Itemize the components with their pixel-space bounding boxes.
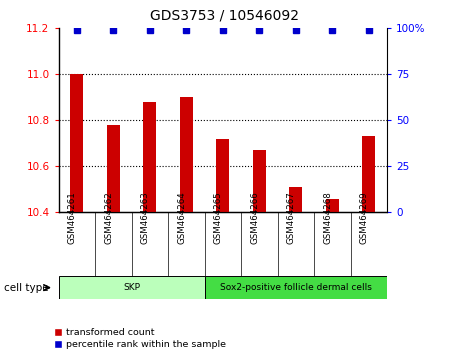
Text: GSM464262: GSM464262 <box>104 191 113 244</box>
Text: GSM464267: GSM464267 <box>287 191 296 244</box>
Text: GDS3753 / 10546092: GDS3753 / 10546092 <box>150 9 300 23</box>
Legend: transformed count, percentile rank within the sample: transformed count, percentile rank withi… <box>54 329 226 349</box>
Bar <box>107 125 120 212</box>
Bar <box>326 199 339 212</box>
Text: GSM464265: GSM464265 <box>214 191 223 244</box>
Text: SKP: SKP <box>123 283 140 292</box>
Bar <box>289 187 302 212</box>
Text: cell type: cell type <box>4 282 49 293</box>
Bar <box>144 102 156 212</box>
Text: GSM464268: GSM464268 <box>323 191 332 244</box>
Bar <box>58 276 204 299</box>
Bar <box>70 74 83 212</box>
Text: GSM464261: GSM464261 <box>68 191 77 244</box>
Bar <box>204 276 387 299</box>
Bar <box>180 97 193 212</box>
Text: GSM464269: GSM464269 <box>360 191 369 244</box>
Bar <box>253 150 266 212</box>
Text: Sox2-positive follicle dermal cells: Sox2-positive follicle dermal cells <box>220 283 372 292</box>
Text: GSM464266: GSM464266 <box>250 191 259 244</box>
Bar <box>216 139 229 212</box>
Bar <box>362 136 375 212</box>
Text: GSM464263: GSM464263 <box>141 191 150 244</box>
Text: GSM464264: GSM464264 <box>177 191 186 244</box>
